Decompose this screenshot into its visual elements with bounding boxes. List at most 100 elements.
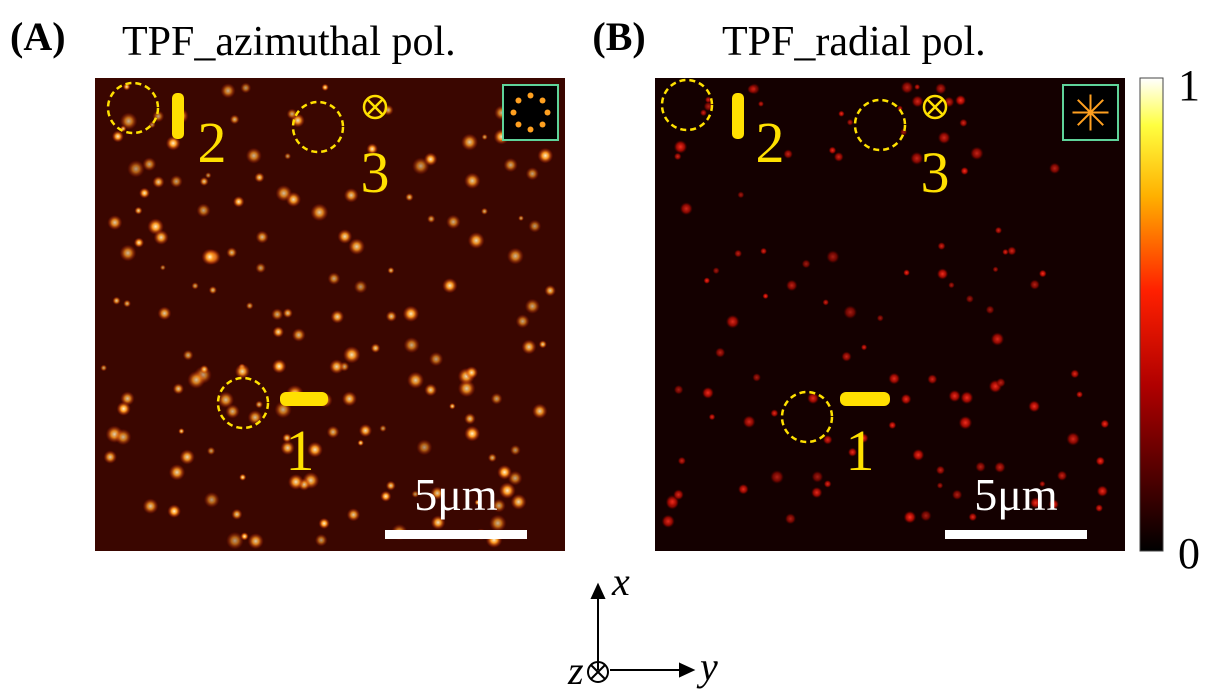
spot — [246, 148, 262, 164]
colorbar — [1140, 78, 1163, 551]
spot — [960, 391, 973, 404]
spot — [446, 215, 460, 229]
spot — [826, 250, 839, 263]
spot — [169, 464, 185, 480]
spot — [1096, 456, 1105, 465]
spot — [139, 188, 150, 199]
spot — [838, 111, 844, 117]
spot — [424, 153, 437, 166]
spot — [284, 153, 291, 160]
spot — [1007, 246, 1016, 255]
spot — [386, 481, 396, 491]
spot — [807, 392, 819, 404]
marker-bar — [280, 392, 328, 406]
spot — [344, 188, 359, 203]
spot — [822, 299, 829, 306]
spot — [783, 149, 793, 159]
spot — [158, 306, 172, 320]
inset-arrow — [540, 122, 546, 128]
spot — [510, 445, 521, 456]
spot — [464, 413, 476, 425]
spot — [134, 237, 144, 247]
spot — [673, 489, 684, 500]
spot — [935, 83, 947, 95]
spot — [834, 152, 844, 162]
figure: (A)TPF_azimuthal pol.1235μm(B)TPF_radial… — [0, 0, 1209, 694]
spot — [525, 299, 540, 314]
spot — [1066, 432, 1080, 446]
spot — [424, 384, 437, 397]
scale-bar-label: 5μm — [414, 469, 498, 520]
spot — [704, 277, 711, 284]
spot — [347, 508, 360, 521]
spot — [464, 426, 480, 442]
spot — [248, 533, 264, 549]
spot — [348, 238, 365, 255]
spot — [327, 426, 340, 439]
spot — [770, 409, 778, 417]
spot — [254, 172, 264, 182]
spot — [986, 305, 995, 314]
spot — [678, 457, 686, 465]
spot — [538, 148, 554, 164]
spot — [207, 447, 215, 455]
spot — [877, 315, 884, 322]
spot — [861, 344, 867, 350]
spot — [464, 173, 480, 189]
spot — [948, 282, 955, 289]
spot — [328, 272, 341, 285]
spot — [903, 269, 910, 276]
spot — [955, 95, 966, 106]
spot — [160, 265, 166, 271]
spot — [770, 470, 784, 484]
spot — [225, 404, 239, 418]
spot — [167, 504, 181, 518]
scale-bar-label: 5μm — [974, 469, 1058, 520]
spot — [996, 378, 1006, 388]
spot — [785, 513, 796, 524]
spot — [993, 266, 999, 272]
spot — [1076, 391, 1083, 398]
spot — [379, 425, 386, 432]
panel: (B)TPF_radial pol.1235μm — [592, 14, 1125, 551]
spot — [786, 280, 798, 292]
spot — [952, 489, 963, 500]
spot — [713, 267, 720, 274]
spot — [256, 231, 269, 244]
spot — [812, 471, 824, 483]
spot — [407, 372, 424, 389]
marker-label: 3 — [921, 140, 950, 205]
spot — [357, 440, 364, 447]
spot — [442, 278, 457, 293]
scale-bar — [945, 530, 1087, 539]
spot — [403, 306, 419, 322]
spot — [516, 314, 530, 328]
spot — [843, 305, 857, 319]
marker-bar — [840, 392, 890, 406]
colorbar-min: 0 — [1178, 529, 1200, 578]
spot — [271, 308, 283, 320]
spot — [272, 359, 286, 373]
spot — [449, 403, 456, 410]
spot — [518, 215, 524, 221]
spot — [371, 343, 381, 353]
spot — [204, 492, 220, 508]
marker-bar — [732, 93, 744, 139]
spot — [321, 84, 328, 91]
spot — [911, 95, 923, 107]
spot — [386, 311, 397, 322]
spot — [488, 453, 497, 462]
spot — [143, 498, 159, 514]
scale-bar — [385, 530, 527, 539]
spot — [154, 230, 169, 245]
spot — [416, 439, 432, 455]
marker-label: 2 — [756, 110, 785, 175]
spot — [1070, 369, 1079, 378]
spot — [292, 328, 306, 342]
spot — [938, 242, 946, 250]
spot — [927, 374, 937, 384]
spot — [209, 286, 217, 294]
colorbar-max: 1 — [1178, 61, 1200, 110]
marker-label: 1 — [846, 418, 875, 483]
